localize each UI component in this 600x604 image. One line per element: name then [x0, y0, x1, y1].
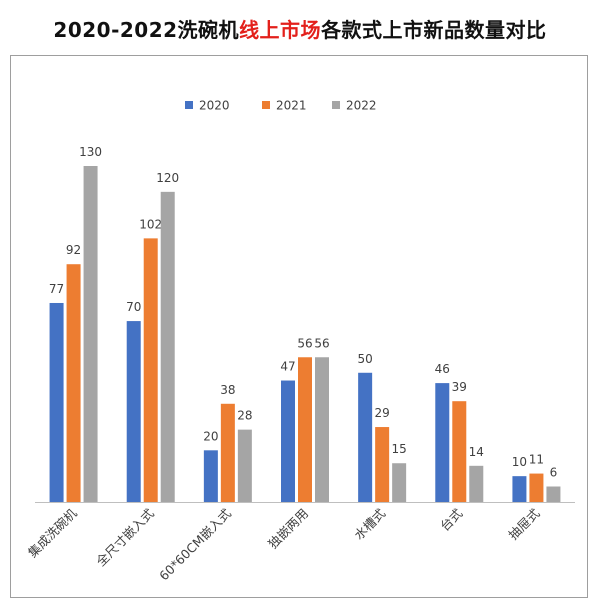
data-label-2021-0: 92 — [66, 243, 81, 257]
bar-2021-4 — [375, 427, 390, 502]
bar-2020-2 — [203, 450, 218, 502]
data-label-2020-6: 10 — [512, 455, 527, 469]
chart-frame — [10, 55, 588, 598]
data-label-2022-0: 130 — [79, 145, 102, 159]
bar-2022-3 — [315, 357, 329, 502]
legend-swatch-2022 — [332, 101, 340, 109]
data-label-2020-5: 46 — [435, 362, 450, 376]
bar-2022-4 — [392, 463, 407, 502]
chart-title: 2020-2022洗碗机线上市场各款式上市新品数量对比 — [0, 14, 600, 43]
x-tick-label-1: 全尺寸嵌入式 — [93, 505, 157, 569]
data-label-2022-4: 15 — [392, 442, 407, 456]
x-tick-label-0: 集成洗碗机 — [25, 505, 80, 560]
data-label-2021-1: 102 — [139, 217, 162, 231]
bar-2022-6 — [546, 486, 561, 502]
legend-label-2021: 2021 — [276, 99, 307, 113]
x-tick-label-4: 水槽式 — [351, 505, 388, 542]
bar-2022-5 — [469, 465, 484, 502]
data-label-2022-3: 56 — [314, 336, 329, 350]
data-label-2022-2: 28 — [237, 409, 252, 423]
bar-2021-2 — [220, 403, 235, 502]
data-label-2021-4: 29 — [375, 406, 390, 420]
data-label-2020-2: 20 — [203, 429, 218, 443]
data-label-2021-3: 56 — [297, 336, 312, 350]
bar-2022-1 — [160, 191, 175, 502]
bar-2020-6 — [512, 476, 527, 502]
data-label-2022-5: 14 — [469, 445, 484, 459]
bar-2020-4 — [358, 372, 373, 502]
x-tick-label-3: 独嵌两用 — [265, 506, 311, 552]
legend-label-2020: 2020 — [199, 99, 230, 113]
bar-2021-1 — [143, 238, 158, 502]
bar-2021-6 — [529, 473, 544, 502]
bar-2020-1 — [126, 321, 141, 502]
chart-title-suffix: 各款式上市新品数量对比 — [321, 18, 547, 42]
data-label-2020-4: 50 — [358, 352, 373, 366]
data-label-2021-6: 11 — [529, 453, 544, 467]
data-label-2021-5: 39 — [452, 380, 467, 394]
legend-swatch-2021 — [262, 101, 270, 109]
bar-2021-0 — [66, 264, 81, 502]
legend-swatch-2020 — [185, 101, 193, 109]
data-label-2020-1: 70 — [126, 300, 141, 314]
bar-2022-2 — [237, 429, 252, 502]
data-label-2020-0: 77 — [49, 282, 64, 296]
data-label-2022-6: 6 — [550, 465, 558, 479]
bar-2021-3 — [298, 357, 312, 502]
bar-2021-5 — [452, 401, 467, 502]
x-tick-label-5: 台式 — [437, 505, 466, 534]
data-label-2021-2: 38 — [220, 383, 235, 397]
data-label-2022-1: 120 — [156, 171, 179, 185]
bar-2020-3 — [281, 380, 295, 502]
data-label-2020-3: 47 — [280, 360, 295, 374]
chart-title-prefix: 2020-2022洗碗机 — [53, 18, 240, 42]
legend-label-2022: 2022 — [346, 99, 377, 113]
bar-2020-0 — [49, 302, 64, 502]
x-tick-label-6: 抽屉式 — [505, 505, 542, 542]
chart-title-highlight: 线上市场 — [239, 18, 322, 42]
bar-2020-5 — [435, 383, 450, 502]
bar-2022-0 — [83, 166, 98, 502]
x-tick-label-2: 60*60CM嵌入式 — [156, 505, 234, 583]
